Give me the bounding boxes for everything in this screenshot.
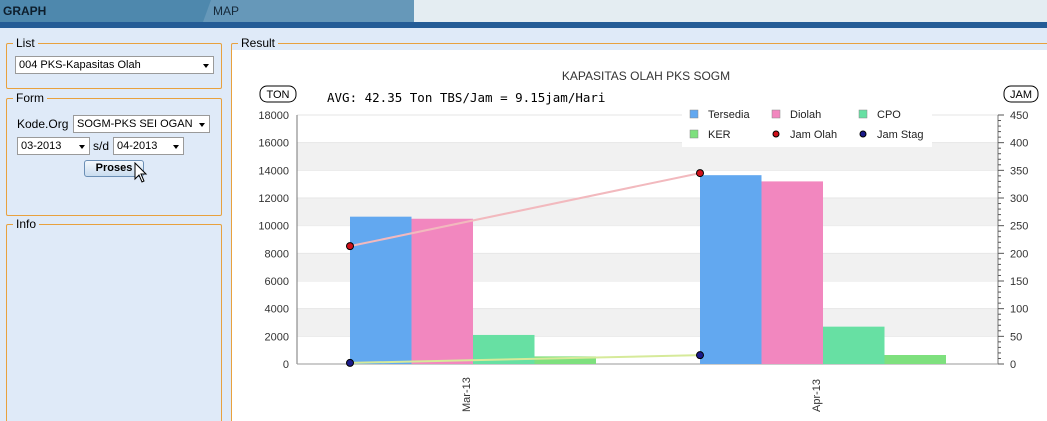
y2-tick-label: 300 <box>1010 193 1028 205</box>
legend-entry: Jam Olah <box>790 129 837 141</box>
y-tick-label: 2000 <box>265 331 289 343</box>
legend-entry: Tersedia <box>708 109 750 121</box>
line-jam-stag <box>349 354 701 364</box>
y-tick-label: 18000 <box>258 110 289 122</box>
chevron-down-icon <box>173 145 179 149</box>
legend-background <box>682 105 932 147</box>
list-legend: List <box>13 36 38 50</box>
chart-title: KAPASITAS OLAH PKS SOGM <box>562 69 730 83</box>
legend-swatch <box>859 130 867 138</box>
period-to-value: 04-2013 <box>117 140 158 152</box>
legend-swatch <box>689 129 699 139</box>
list-panel: List 004 PKS-Kapasitas Olah <box>6 36 222 89</box>
period-to-select[interactable]: 04-2013 <box>113 137 184 155</box>
legend-swatch <box>772 130 780 138</box>
form-legend: Form <box>13 91 47 105</box>
bar-diolah <box>761 181 823 364</box>
y2-tick-label: 0 <box>1010 359 1016 371</box>
bar-tersedia <box>350 216 412 364</box>
legend-swatch <box>689 109 699 119</box>
y-axis-label-text: TON <box>266 89 289 101</box>
y2-tick-label: 50 <box>1010 331 1022 343</box>
point-jam-stag <box>696 351 704 360</box>
x-tick-label: Apr-13 <box>811 379 823 412</box>
legend-entry: KER <box>708 129 731 141</box>
tab-map[interactable]: MAP <box>203 0 414 22</box>
y2-tick-label: 150 <box>1010 276 1028 288</box>
chevron-down-icon <box>199 123 205 127</box>
y-tick-label: 14000 <box>258 165 289 177</box>
y2-tick-label: 450 <box>1010 110 1028 122</box>
y-tick-label: 10000 <box>258 221 289 233</box>
bar-cpo <box>823 326 885 364</box>
legend-swatch <box>858 109 868 119</box>
y2-axis-label: JAM <box>1003 85 1039 103</box>
y-tick-label: 0 <box>283 359 289 371</box>
info-legend: Info <box>13 217 40 231</box>
y-tick-label: 16000 <box>258 138 289 150</box>
y-tick-label: 12000 <box>258 193 289 205</box>
y-tick-label: 4000 <box>265 304 289 316</box>
sd-label: s/d <box>93 139 110 153</box>
cursor-icon <box>134 162 148 183</box>
bar-diolah <box>411 218 473 364</box>
period-from-value: 03-2013 <box>21 140 62 152</box>
y2-tick-label: 100 <box>1010 304 1028 316</box>
legend-entry: CPO <box>877 109 901 121</box>
period-from-select[interactable]: 03-2013 <box>17 137 90 155</box>
capacity-chart: KAPASITAS OLAH PKS SOGM AVG: 42.35 Ton T… <box>232 50 1047 421</box>
legend-entry: Jam Stag <box>877 129 923 141</box>
bar-tersedia <box>700 175 762 364</box>
grid-band <box>297 142 998 171</box>
proses-button[interactable]: Proses <box>84 160 144 177</box>
report-select[interactable]: 004 PKS-Kapasitas Olah <box>15 56 214 74</box>
y2-tick-label: 250 <box>1010 221 1028 233</box>
point-jam-olah <box>696 169 704 178</box>
kode-org-value: SOGM-PKS SEI OGAN <box>77 118 193 130</box>
y-tick-label: 6000 <box>265 276 289 288</box>
chart-lines <box>346 169 704 367</box>
y2-tick-label: 350 <box>1010 165 1028 177</box>
report-select-value: 004 PKS-Kapasitas Olah <box>19 59 141 71</box>
point-jam-olah <box>346 242 354 251</box>
chevron-down-icon <box>79 145 85 149</box>
result-panel: Result <box>231 36 1047 421</box>
x-tick-label: Mar-13 <box>461 377 473 412</box>
info-panel: Info <box>6 217 222 421</box>
chart-legend: Tersedia Diolah CPO KER Jam Olah Jam Stag <box>682 105 932 147</box>
chevron-down-icon <box>203 64 209 68</box>
bar-ker <box>534 356 596 364</box>
result-legend: Result <box>238 36 279 50</box>
header-divider <box>0 22 1047 28</box>
y-axis-label: TON <box>259 85 297 103</box>
form-panel: Form Kode.Org SOGM-PKS SEI OGAN 03-2013 … <box>6 91 222 216</box>
kode-org-label: Kode.Org <box>17 117 69 131</box>
point-jam-stag <box>346 358 354 367</box>
tab-bar: GRAPH MAP <box>0 0 1047 22</box>
chart-subtitle: AVG: 42.35 Ton TBS/Jam = 9.15jam/Hari <box>327 90 605 105</box>
y2-axis-label-text: JAM <box>1010 89 1032 101</box>
chart-x-labels: Mar-13 Apr-13 <box>461 377 823 412</box>
bar-ker <box>884 355 946 364</box>
legend-entry: Diolah <box>790 109 821 121</box>
y-tick-label: 8000 <box>265 248 289 260</box>
kode-org-select[interactable]: SOGM-PKS SEI OGAN <box>73 115 210 133</box>
y2-tick-label: 200 <box>1010 248 1028 260</box>
line-jam-olah <box>349 172 701 248</box>
legend-swatch <box>771 109 781 119</box>
y2-tick-label: 400 <box>1010 138 1028 150</box>
tab-graph[interactable]: GRAPH <box>0 0 203 22</box>
